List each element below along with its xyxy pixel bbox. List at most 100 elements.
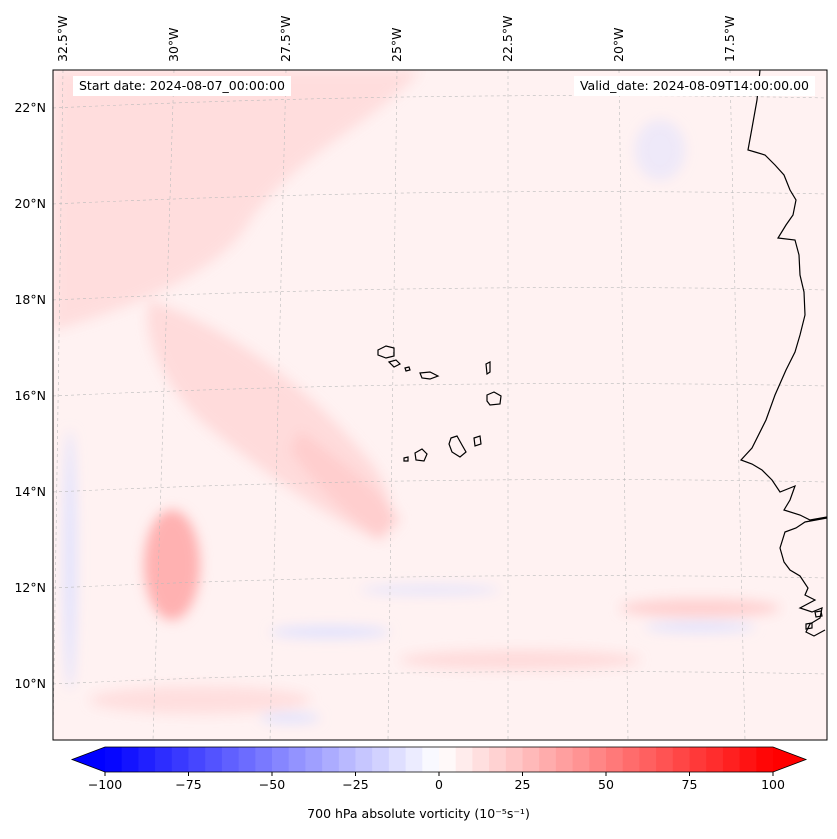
- colorbar-segment: [739, 747, 757, 772]
- lat-label: 14°N: [14, 484, 46, 499]
- colorbar-segment: [455, 747, 473, 772]
- colorbar-segment: [221, 747, 240, 772]
- lat-gridline: [53, 95, 827, 109]
- island-bijagos-2: [814, 610, 823, 618]
- longitude-labels: 32.5°W 30°W 27.5°W 25°W 22.5°W 20°W 17.5…: [55, 16, 737, 62]
- colorbar-extend-high: [773, 747, 806, 772]
- island-santo-antao: [377, 345, 395, 359]
- negative-vorticity-south-streak-4: [360, 585, 500, 595]
- lon-label: 20°W: [611, 27, 626, 62]
- positive-vorticity-maximum: [144, 510, 200, 620]
- colorbar-segment: [689, 747, 707, 772]
- colorbar-segment: [572, 747, 590, 772]
- colorbar-segment: [522, 747, 540, 772]
- lon-gridline: [152, 70, 175, 740]
- colorbar-segment: [606, 747, 624, 772]
- negative-vorticity-west-strip: [64, 430, 76, 690]
- colorbar-segment: [472, 747, 490, 772]
- map-frame: [52, 69, 828, 741]
- colorbar-segment: [756, 747, 774, 772]
- valid-date-label: Valid_date: 2024-08-09T14:00:00.00: [573, 76, 815, 96]
- colorbar-segment: [272, 747, 290, 772]
- lat-gridline: [53, 287, 827, 301]
- colorbar-segment: [205, 747, 223, 772]
- colorbar-segment: [388, 747, 407, 772]
- start-date-label: Start date: 2024-08-07_00:00:00: [73, 76, 291, 96]
- colorbar-tick-label: −50: [259, 777, 285, 792]
- lat-label: 12°N: [14, 580, 46, 595]
- positive-vorticity-band-diagonal: [290, 430, 400, 540]
- colorbar-tick-label: −25: [342, 777, 368, 792]
- colorbar-segment: [171, 747, 190, 772]
- lat-label: 16°N: [14, 388, 46, 403]
- colorbar-segment: [405, 747, 423, 772]
- lon-label: 30°W: [166, 27, 181, 62]
- colorbar-segment: [656, 747, 674, 772]
- lon-gridline: [387, 70, 398, 740]
- positive-vorticity-east-streak: [620, 599, 780, 617]
- colorbar-extend-low: [72, 747, 105, 772]
- latitude-labels: 22°N 20°N 18°N 16°N 14°N 12°N 10°N: [14, 100, 46, 691]
- lat-gridline: [53, 671, 827, 685]
- graticule: [53, 70, 827, 740]
- colorbar-segment: [255, 747, 273, 772]
- lat-gridline: [53, 575, 827, 589]
- colorbar-tick-label: 25: [515, 777, 531, 792]
- lat-label: 22°N: [14, 100, 46, 115]
- colorbar-tick-label: −100: [88, 777, 122, 792]
- lat-label: 18°N: [14, 292, 46, 307]
- island-boa-vista: [486, 391, 502, 406]
- colorbar-tick-label: 100: [761, 777, 785, 792]
- lon-label: 25°W: [389, 27, 404, 62]
- colorbar-segment: [138, 747, 156, 772]
- colorbar-segment: [539, 747, 557, 772]
- lon-label: 17.5°W: [722, 16, 737, 62]
- positive-vorticity-south-streak: [400, 650, 640, 670]
- island-santa-luzia: [404, 366, 411, 372]
- colorbar-tick-label: 75: [682, 777, 698, 792]
- island-santiago: [448, 435, 467, 458]
- colorbar-segment: [505, 747, 524, 772]
- vorticity-shading: [53, 70, 780, 723]
- lat-label: 10°N: [14, 676, 46, 691]
- lon-gridline: [53, 70, 64, 740]
- colorbar-segment: [305, 747, 323, 772]
- island-brava: [403, 456, 409, 462]
- colorbar-tick-label: −75: [175, 777, 201, 792]
- positive-vorticity-band-north: [53, 70, 420, 330]
- colorbar-segment: [706, 747, 724, 772]
- colorbar-segment: [722, 747, 741, 772]
- positive-vorticity-southwest-streak: [90, 686, 310, 714]
- island-fogo: [414, 448, 428, 462]
- colorbar-segment: [439, 747, 457, 772]
- colorbar-segment: [489, 747, 507, 772]
- colorbar-tick-label: 50: [598, 777, 614, 792]
- negative-vorticity-south-streak-3: [260, 713, 320, 723]
- colorbar-segment: [105, 747, 123, 772]
- lon-gridline: [618, 70, 629, 740]
- colorbar-tick-label: 0: [435, 777, 443, 792]
- colorbar-segment: [589, 747, 607, 772]
- colorbar-segment: [422, 747, 440, 772]
- colorbar-segment: [121, 747, 139, 772]
- colorbar-segment: [372, 747, 390, 772]
- negative-vorticity-south-streak-1: [270, 626, 390, 638]
- island-bijagos-1: [805, 622, 813, 630]
- colorbar-segment: [338, 747, 357, 772]
- colorbar-title: 700 hPa absolute vorticity (10⁻⁵s⁻¹): [307, 806, 530, 821]
- lon-label: 22.5°W: [500, 16, 515, 62]
- negative-vorticity-north-patch: [635, 120, 685, 180]
- lat-gridline: [53, 191, 827, 205]
- colorbar-segment: [322, 747, 340, 772]
- colorbar-segment: [355, 747, 373, 772]
- island-sal: [485, 361, 491, 376]
- colorbar-segment: [672, 747, 691, 772]
- map-panel: [53, 70, 827, 740]
- colorbar-segment: [555, 747, 574, 772]
- colorbar-segment: [188, 747, 206, 772]
- colorbar-segment: [288, 747, 306, 772]
- lat-gridline: [53, 383, 827, 397]
- colorbar: −100 −75 −50 −25 0 25 50 75 100: [70, 746, 808, 792]
- coastlines: [377, 70, 827, 637]
